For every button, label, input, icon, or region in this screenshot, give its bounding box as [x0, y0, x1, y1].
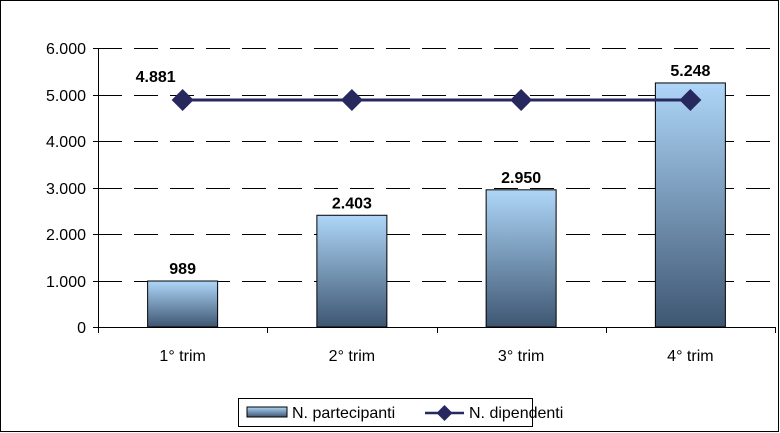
- line-point-marker: [340, 89, 363, 112]
- bar: [654, 82, 726, 328]
- bar-series: [147, 82, 726, 328]
- line-point-marker: [510, 89, 533, 112]
- bar: [316, 214, 388, 328]
- x-tick-label: 4° trim: [667, 348, 713, 365]
- y-axis: 0 1.000 2.000 3.000 4.000 5.000 6.000: [46, 41, 99, 337]
- legend-line-label: N. dipendenti: [469, 405, 563, 422]
- legend-bar-label: N. partecipanti: [292, 405, 395, 422]
- bar-data-label: 2.950: [501, 170, 541, 187]
- legend-line-marker: [436, 405, 453, 421]
- x-tick-label: 1° trim: [159, 348, 205, 365]
- y-tick-label: 5.000: [46, 88, 86, 105]
- data-labels: 989 2.403 2.950 5.248 4.881: [136, 63, 711, 278]
- bar-data-label: 2.403: [332, 195, 372, 212]
- bar-data-label: 5.248: [670, 63, 710, 80]
- legend-bar-swatch: [246, 406, 288, 418]
- bar-data-label: 989: [169, 261, 196, 278]
- x-tick-label: 3° trim: [498, 348, 544, 365]
- legend: N. partecipanti N. dipendenti: [238, 398, 563, 427]
- x-tick-label: 2° trim: [329, 348, 375, 365]
- line-series: [171, 89, 702, 112]
- y-tick-label: 4.000: [46, 134, 86, 151]
- line-point-marker: [679, 89, 702, 112]
- y-tick-label: 3.000: [46, 181, 86, 198]
- y-tick-label: 2.000: [46, 227, 86, 244]
- line-point-marker: [171, 89, 194, 112]
- line-data-label: 4.881: [136, 69, 176, 86]
- bar: [147, 280, 219, 328]
- y-tick-label: 1.000: [46, 274, 86, 291]
- bar: [485, 189, 557, 328]
- y-tick-label: 0: [77, 320, 86, 337]
- y-tick-label: 6.000: [46, 41, 86, 58]
